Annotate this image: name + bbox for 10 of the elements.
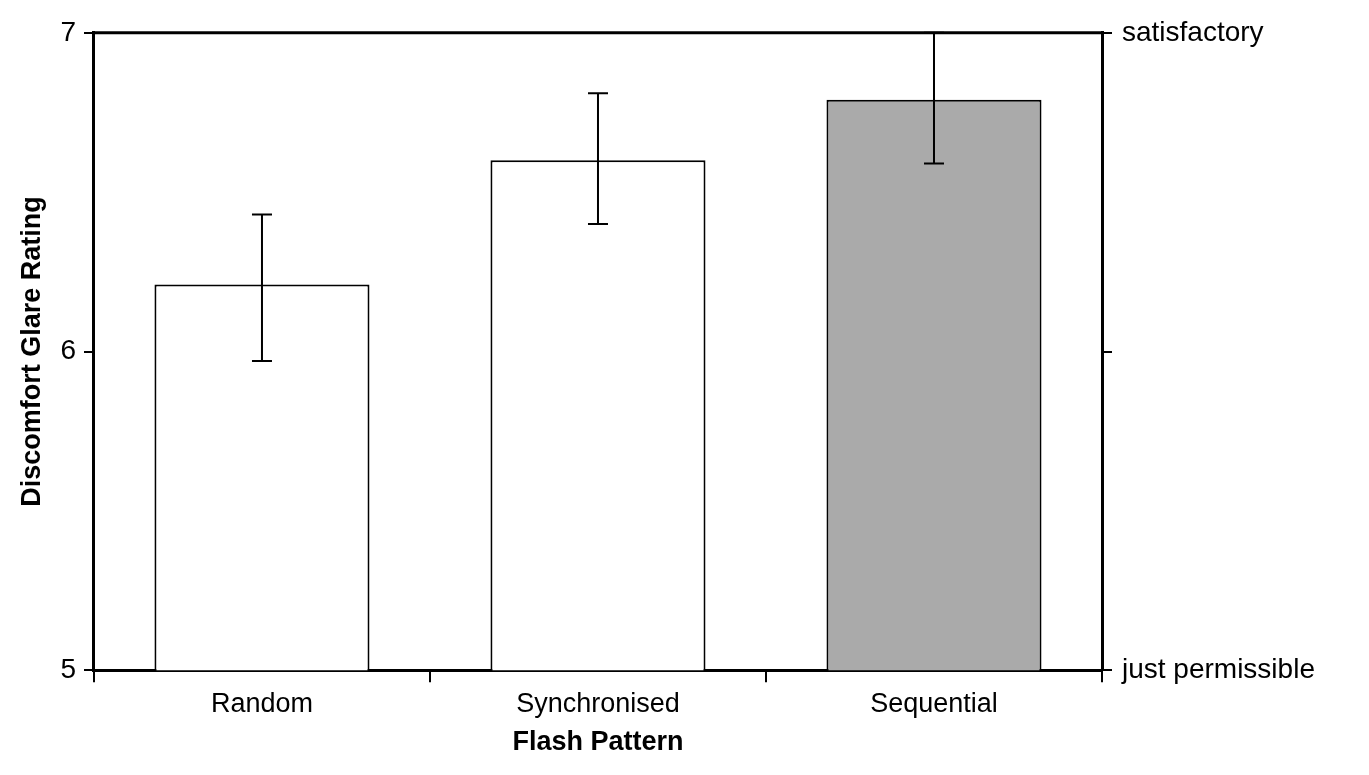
text: just permissible [1121,652,1315,684]
text: satisfactory [1122,15,1264,47]
y-tick-label: 5 [60,652,76,684]
y-axis-title: Discomfort Glare Rating [15,196,46,507]
y-tick-label: 7 [60,15,76,47]
x-tick-label: Random [210,687,314,718]
x-axis-title: Flash Pattern [512,726,684,757]
y-tick-label: 6 [60,334,76,366]
x-tick-label: Sequential [870,687,998,718]
x-tick-label: Synchronised [516,687,680,718]
